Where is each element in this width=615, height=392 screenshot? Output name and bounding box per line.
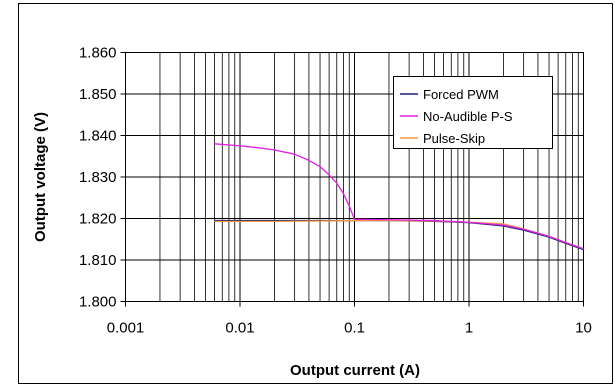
x-tick-label: 0.01 [225,320,254,337]
y-axis-title: Output voltage (V) [32,112,49,242]
x-tick-label: 0.001 [107,320,145,337]
y-tick-label: 1.860 [79,45,117,62]
legend-label: Forced PWM [423,87,499,102]
y-tick-label: 1.840 [79,128,117,145]
y-tick-label: 1.820 [79,211,117,228]
legend-items: Forced PWM No-Audible P-S Pulse-Skip [400,87,513,146]
y-tick-label: 1.800 [79,294,117,311]
tick-labels: 1.800 1.810 1.820 1.830 1.840 1.850 1.860 0.001… [79,45,592,337]
x-tick-label: 0.1 [344,320,365,337]
x-tick-label: 10 [575,320,592,337]
y-tick-label: 1.810 [79,252,117,269]
x-tick-label: 1 [465,320,473,337]
y-tick-label: 1.830 [79,169,117,186]
plot-area-border [125,52,584,302]
y-tick-label: 1.850 [79,86,117,103]
legend-box [393,76,553,149]
legend-label: Pulse-Skip [423,131,485,146]
legend-label: No-Audible P-S [423,109,513,124]
x-axis-title: Output current (A) [290,362,420,379]
series-line-1 [214,143,584,250]
legend: Forced PWM No-Audible P-S Pulse-Skip [393,76,553,149]
series-layer [214,143,584,251]
